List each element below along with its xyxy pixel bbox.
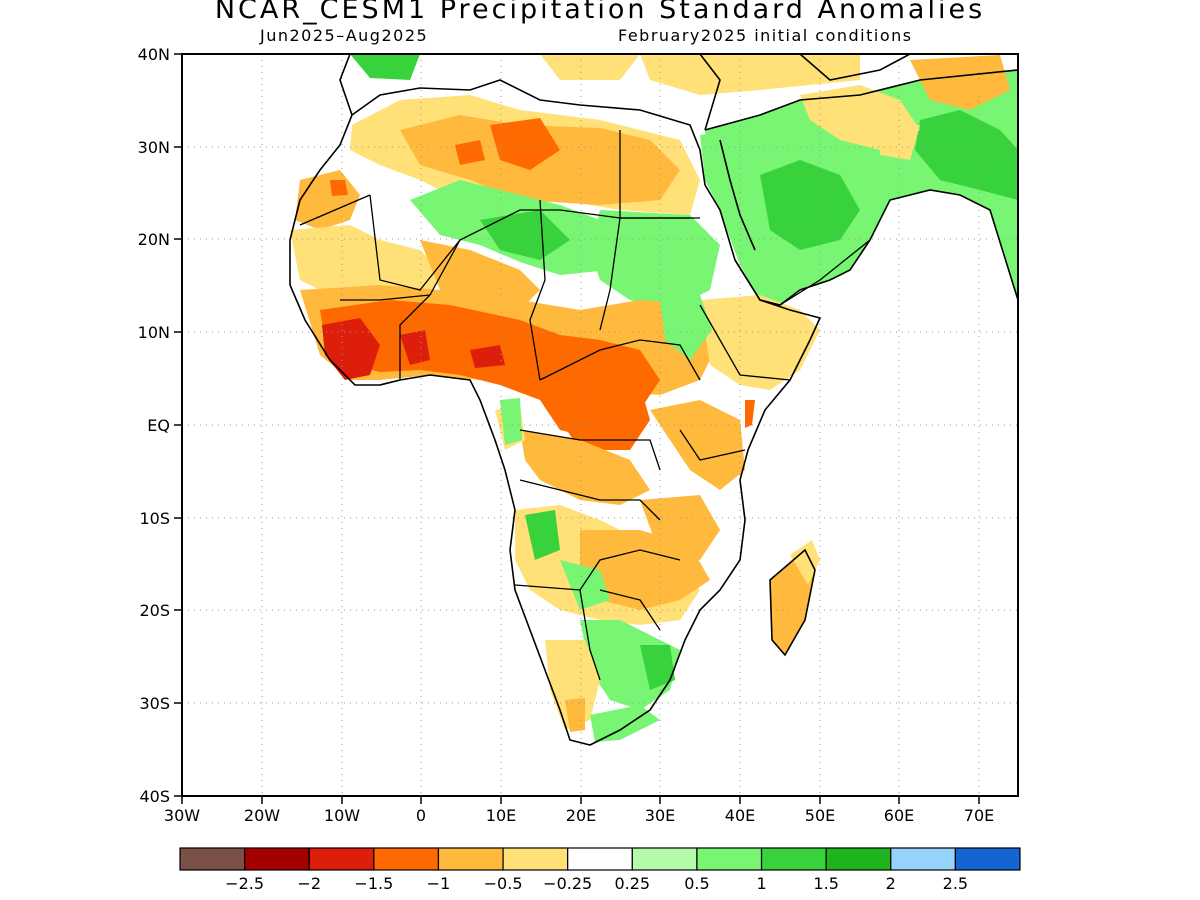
colorbar-label: −1 bbox=[427, 874, 451, 893]
colorbar-swatch bbox=[567, 847, 633, 871]
lat-label: 30N bbox=[138, 138, 170, 157]
colorbar-label: 2 bbox=[886, 874, 896, 893]
colorbar-label: −1.5 bbox=[354, 874, 393, 893]
colorbar-swatch bbox=[308, 847, 375, 871]
lon-label: 60E bbox=[884, 806, 914, 825]
lon-label: 70E bbox=[964, 806, 994, 825]
colorbar-swatch bbox=[179, 847, 246, 871]
colorbar-swatch bbox=[373, 847, 440, 871]
lat-label: 20S bbox=[139, 601, 170, 620]
lat-label: 20N bbox=[138, 230, 170, 249]
colorbar-swatch bbox=[502, 847, 569, 871]
colorbar-swatch bbox=[954, 847, 1021, 871]
tick-marks bbox=[174, 53, 980, 804]
colorbar-label: −2.5 bbox=[225, 874, 264, 893]
colorbar-swatch bbox=[437, 847, 504, 871]
lon-label: 0 bbox=[416, 806, 426, 825]
colorbar-swatch bbox=[890, 847, 956, 871]
lon-label: 10W bbox=[324, 806, 360, 825]
lon-label: 40E bbox=[725, 806, 755, 825]
lon-label: 20W bbox=[244, 806, 280, 825]
lon-label: 30E bbox=[645, 806, 675, 825]
colorbar-swatch bbox=[244, 847, 310, 871]
lon-label: 10E bbox=[486, 806, 516, 825]
lon-label: 20E bbox=[566, 806, 596, 825]
lat-label: 40N bbox=[138, 45, 170, 64]
colorbar-label: 2.5 bbox=[943, 874, 968, 893]
lat-label: 40S bbox=[139, 787, 170, 806]
lat-label: EQ bbox=[147, 416, 170, 435]
colorbar-label: 0.25 bbox=[614, 874, 650, 893]
colorbar-label: 1 bbox=[756, 874, 766, 893]
colorbar bbox=[179, 847, 1021, 871]
lon-label: 30W bbox=[164, 806, 200, 825]
colorbar-label: −2 bbox=[297, 874, 321, 893]
lon-label: 50E bbox=[805, 806, 835, 825]
colorbar-label: −0.5 bbox=[484, 874, 523, 893]
coastlines bbox=[289, 54, 1018, 746]
forecast-period: Jun2025–Aug2025 bbox=[260, 26, 429, 45]
lat-label: 10S bbox=[139, 509, 170, 528]
colorbar-labels: −2.5 −2 −1.5 −1 −0.5 −0.25 0.25 0.5 1 1.5 2 2.5 bbox=[225, 874, 968, 893]
initial-conditions: February2025 initial conditions bbox=[618, 26, 913, 45]
colorbar-swatch bbox=[696, 847, 763, 871]
lat-label: 10N bbox=[138, 323, 170, 342]
latitude-labels: 40N 30N 20N 10N EQ 10S 20S 30S 40S bbox=[138, 45, 170, 806]
gridlines bbox=[182, 54, 1018, 796]
lat-label: 30S bbox=[139, 694, 170, 713]
colorbar-label: 1.5 bbox=[813, 874, 838, 893]
chart-title: NCAR_CESM1 Precipitation Standard Anomal… bbox=[214, 0, 986, 25]
longitude-labels: 30W 20W 10W 0 10E 20E 30E 40E 50E 60E 70… bbox=[164, 806, 994, 825]
colorbar-label: 0.5 bbox=[684, 874, 709, 893]
colorbar-swatch bbox=[631, 847, 698, 871]
colorbar-swatch bbox=[760, 847, 827, 871]
colorbar-swatch bbox=[825, 847, 892, 871]
colorbar-label: −0.25 bbox=[543, 874, 592, 893]
country-borders bbox=[299, 130, 871, 681]
anomaly-field bbox=[290, 54, 1018, 745]
